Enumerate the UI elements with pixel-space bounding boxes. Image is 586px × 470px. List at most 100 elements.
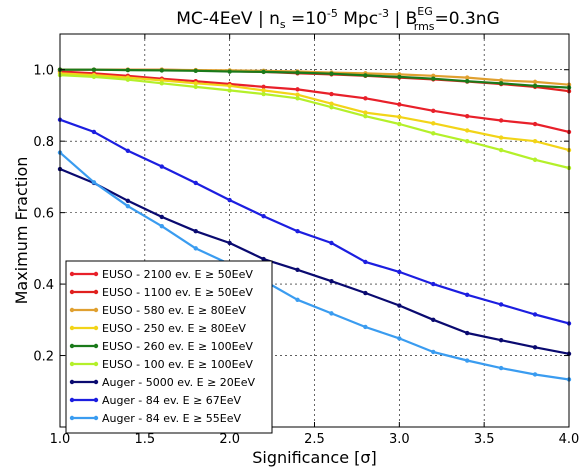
data-point (295, 297, 300, 303)
data-point (363, 96, 368, 101)
data-point (329, 91, 334, 97)
legend-marker (69, 415, 75, 421)
data-point (295, 87, 300, 92)
data-point (227, 83, 232, 89)
data-point (431, 108, 436, 114)
data-point (193, 180, 198, 186)
title-mid1: =10 (286, 9, 327, 29)
data-point (295, 70, 300, 75)
data-point (125, 204, 131, 209)
legend-entry: EUSO - 2100 ev. E ≥ 50EeV (69, 268, 253, 281)
y-tick-label: 0.8 (33, 135, 54, 150)
data-point (227, 240, 232, 246)
legend-marker (93, 379, 99, 385)
legend-marker (69, 361, 75, 367)
legend-box (65, 260, 273, 434)
x-tick-label: 2.0 (219, 432, 240, 447)
legend-marker (93, 361, 99, 367)
series-layer (57, 67, 572, 382)
data-point (465, 330, 470, 336)
data-point (295, 92, 300, 97)
data-point (397, 269, 402, 275)
data-point (295, 267, 300, 272)
legend-label: Auger - 5000 ev. E ≥ 20EeV (102, 376, 256, 389)
series-5 (57, 72, 572, 171)
series-line (59, 70, 570, 133)
data-point (532, 138, 538, 144)
data-point (465, 128, 470, 133)
legend-marker (69, 325, 75, 331)
data-point (261, 214, 266, 219)
legend-label: EUSO - 2100 ev. E ≥ 50EeV (102, 268, 253, 281)
data-point (193, 229, 198, 234)
legend-label: Auger - 84 ev. E ≥ 55EeV (102, 412, 242, 425)
data-point (261, 91, 266, 97)
series-line (60, 68, 570, 89)
x-axis-title: Significance [σ] (252, 448, 377, 467)
data-point (227, 88, 232, 93)
y-tick-label: 0.6 (33, 207, 54, 222)
x-tick-label: 1.0 (50, 432, 71, 447)
title-prefix: MC-4EeV | n (176, 9, 280, 29)
chart-title: MC-4EeV | ns =10-5 Mpc-3 | BEG rms=0.3nG (176, 5, 500, 33)
legend-marker (93, 289, 99, 295)
x-tick-label: 3.0 (389, 432, 410, 447)
legend-label: Auger - 84 ev. E ≥ 67EeV (102, 394, 242, 407)
data-point (125, 148, 131, 154)
data-point (159, 224, 164, 229)
data-point (193, 84, 198, 90)
data-point (532, 121, 538, 127)
legend-entry: Auger - 84 ev. E ≥ 55EeV (69, 412, 242, 425)
data-point (125, 67, 131, 73)
legend-entry: EUSO - 260 ev. E ≥ 100EeV (69, 340, 253, 353)
x-tick-label: 4.0 (559, 432, 580, 447)
data-point (227, 69, 232, 74)
data-point (532, 312, 538, 317)
data-point (431, 349, 436, 355)
series-line (59, 118, 570, 325)
title-mid3: | B (389, 9, 417, 29)
data-point (193, 68, 198, 73)
data-point (498, 302, 504, 307)
data-point (465, 292, 470, 298)
data-point (363, 110, 368, 115)
legend-label: EUSO - 1100 ev. E ≥ 50EeV (102, 286, 253, 299)
legend-entry: Auger - 5000 ev. E ≥ 20EeV (69, 376, 256, 389)
data-point (125, 198, 131, 204)
title-mid2: Mpc (338, 9, 378, 29)
legend-entry: EUSO - 1100 ev. E ≥ 50EeV (69, 286, 253, 299)
data-point (397, 121, 402, 127)
data-point (363, 290, 368, 296)
data-point (329, 101, 334, 106)
data-point (159, 164, 164, 169)
data-point (498, 135, 504, 140)
legend-label: EUSO - 100 ev. E ≥ 100EeV (102, 358, 253, 371)
legend-label: EUSO - 580 ev. E ≥ 80EeV (102, 304, 246, 317)
legend-marker (93, 325, 99, 331)
data-point (159, 214, 164, 220)
legend-marker (93, 343, 99, 349)
data-point (397, 74, 402, 80)
data-point (295, 229, 300, 234)
legend-marker (69, 343, 75, 349)
legend-marker (93, 415, 99, 421)
data-point (261, 84, 266, 90)
legend-marker (69, 271, 75, 277)
data-point (532, 372, 538, 377)
legend-marker (69, 307, 75, 313)
data-point (465, 113, 470, 119)
data-point (261, 69, 266, 75)
y-tick-label: 0.2 (33, 350, 54, 365)
series-line (59, 74, 570, 170)
data-point (498, 147, 504, 153)
data-point (431, 121, 436, 126)
data-point (363, 73, 368, 78)
legend-entry: Auger - 84 ev. E ≥ 67EeV (69, 394, 242, 407)
title-suffix: =0.3nG (435, 9, 500, 29)
legend-marker (69, 289, 75, 295)
y-axis-title: Maximum Fraction (12, 157, 31, 305)
data-point (532, 83, 538, 89)
data-point (363, 324, 368, 330)
series-6 (57, 166, 572, 356)
data-point (329, 240, 334, 246)
